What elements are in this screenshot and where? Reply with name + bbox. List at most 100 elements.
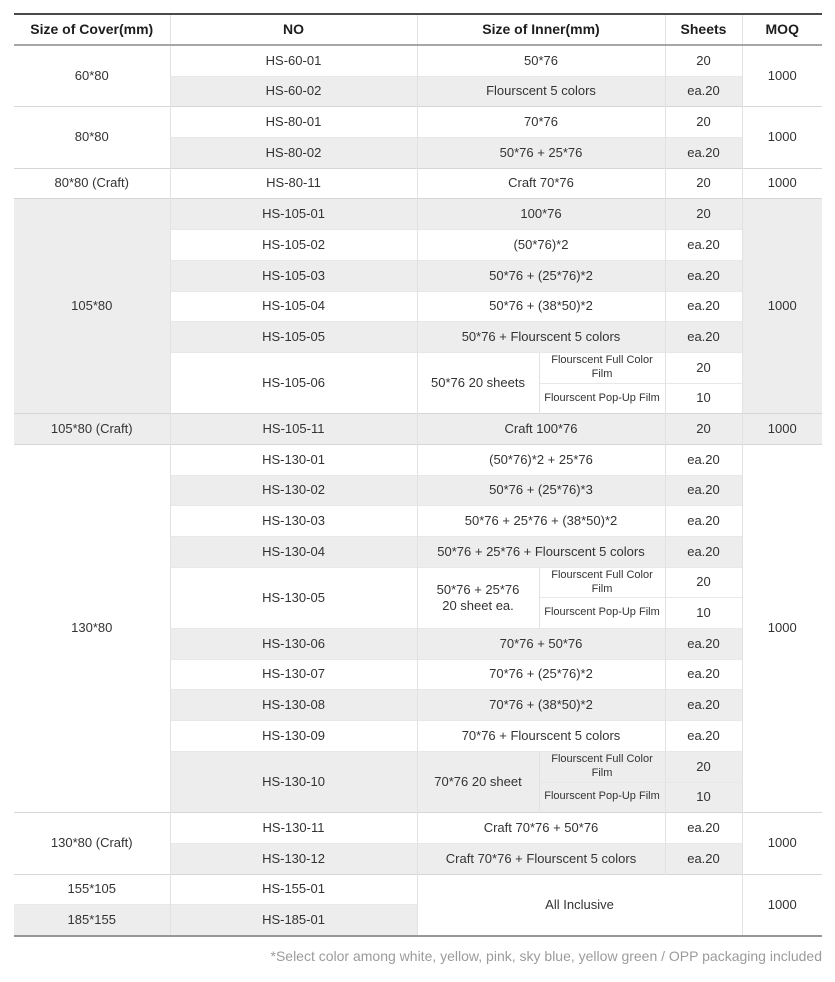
sheets-cell: 20 (664, 167, 742, 199)
no-cell: HS-60-02 (169, 75, 417, 107)
sheets-cell: ea.20 (664, 658, 742, 690)
sheets-cell: ea.20 (664, 720, 742, 752)
moq-cell: 1000 (741, 167, 822, 199)
film-type-cell: Flourscent Pop-Up Film (538, 781, 665, 813)
cover-cell: 130*80 (14, 443, 170, 813)
film-type-cell: Flourscent Full Color Film (538, 566, 665, 598)
cover-cell: 185*155 (14, 904, 170, 936)
no-cell: HS-105-11 (169, 413, 417, 445)
no-cell: HS-80-01 (169, 106, 417, 138)
table-row: HS-130-10 70*76 20 sheet Flourscent Full… (14, 750, 822, 813)
section-80x80: 80*80 HS-80-01 70*76 20 1000 HS-80-02 50… (14, 106, 822, 169)
no-cell: HS-80-11 (169, 167, 417, 199)
no-cell: HS-130-05 (169, 566, 417, 629)
inner-cell: 50*76 + Flourscent 5 colors (416, 321, 665, 353)
header-inner: Size of Inner(mm) (416, 14, 665, 46)
moq-cell: 1000 (741, 413, 822, 445)
sheets-cell: ea.20 (664, 443, 742, 476)
table-row: HS-130-12 Craft 70*76 + Flourscent 5 col… (14, 842, 822, 875)
inner-cell: 70*76 + 50*76 (416, 628, 665, 660)
no-cell: HS-130-04 (169, 536, 417, 568)
section-130x80: 130*80 HS-130-01 (50*76)*2 + 25*76 ea.20… (14, 443, 822, 813)
moq-cell: 1000 (741, 812, 822, 875)
sheets-cell: ea.20 (664, 474, 742, 506)
no-cell: HS-105-05 (169, 321, 417, 353)
inner-cell: 70*76 + (38*50)*2 (416, 689, 665, 721)
cover-cell: 105*80 (Craft) (14, 413, 170, 445)
no-cell: HS-130-08 (169, 689, 417, 721)
sheets-cell: 10 (664, 597, 742, 629)
sheets-cell: 20 (664, 106, 742, 138)
footnote: *Select color among white, yellow, pink,… (270, 948, 823, 964)
inner-cell: Craft 100*76 (416, 413, 665, 445)
moq-cell: 1000 (741, 106, 822, 169)
sheets-cell: 20 (664, 413, 742, 445)
table-row: 80*80 (Craft) HS-80-11 Craft 70*76 20 10… (14, 167, 822, 199)
moq-cell: 1000 (741, 198, 822, 414)
table-row: HS-80-02 50*76 + 25*76 ea.20 (14, 137, 822, 169)
film-type-cell: Flourscent Full Color Film (538, 351, 665, 384)
inner-cell: Craft 70*76 + Flourscent 5 colors (416, 842, 665, 875)
moq-cell: 1000 (741, 44, 822, 107)
sheets-cell: 20 (664, 566, 742, 598)
sheets-cell: ea.20 (664, 812, 742, 844)
section-130x80-craft: 130*80 (Craft) HS-130-11 Craft 70*76 + 5… (14, 812, 822, 875)
inner-cell: 50*76 + 25*76 + Flourscent 5 colors (416, 536, 665, 568)
sheets-cell: 20 (664, 351, 742, 384)
table-row: HS-130-03 50*76 + 25*76 + (38*50)*2 ea.2… (14, 505, 822, 537)
header-sheets: Sheets (664, 14, 742, 46)
inner-cell: 50*76 + (38*50)*2 (416, 290, 665, 322)
moq-cell: 1000 (741, 443, 822, 813)
cover-cell: 130*80 (Craft) (14, 812, 170, 875)
inner-cell: 70*76 (416, 106, 665, 138)
sheets-cell: ea.20 (664, 628, 742, 660)
table-row: HS-105-05 50*76 + Flourscent 5 colors ea… (14, 321, 822, 353)
table-row: HS-105-02 (50*76)*2 ea.20 (14, 229, 822, 261)
inner-cell: 50*76 + (25*76)*3 (416, 474, 665, 506)
table-row: HS-130-07 70*76 + (25*76)*2 ea.20 (14, 658, 822, 690)
inner-cell: 50*76 + 25*76 + (38*50)*2 (416, 505, 665, 537)
no-cell: HS-130-10 (169, 750, 417, 813)
table-row: HS-130-02 50*76 + (25*76)*3 ea.20 (14, 474, 822, 506)
no-cell: HS-185-01 (169, 904, 417, 936)
no-cell: HS-130-02 (169, 474, 417, 506)
inner-cell: 50*76 (416, 44, 665, 77)
table-row: HS-130-04 50*76 + 25*76 + Flourscent 5 c… (14, 536, 822, 568)
inner-cell: Craft 70*76 (416, 167, 665, 199)
inner-cell: 70*76 20 sheet (416, 750, 539, 813)
cover-cell: 105*80 (14, 198, 170, 414)
sheets-cell: 20 (664, 198, 742, 230)
cover-cell: 155*105 (14, 873, 170, 905)
sheets-cell: 10 (664, 382, 742, 414)
all-inclusive-cell: All Inclusive (416, 873, 742, 936)
film-type-cell: Flourscent Full Color Film (538, 750, 665, 782)
sheets-cell: ea.20 (664, 259, 742, 291)
no-cell: HS-130-07 (169, 658, 417, 690)
sheets-cell: ea.20 (664, 137, 742, 169)
sheets-cell: 20 (664, 44, 742, 77)
no-cell: HS-105-06 (169, 351, 417, 414)
sheets-cell: ea.20 (664, 290, 742, 322)
section-60x80: 60*80 HS-60-01 50*76 20 1000 HS-60-02 Fl… (14, 44, 822, 107)
header-moq: MOQ (741, 14, 822, 46)
sheets-cell: ea.20 (664, 321, 742, 353)
inner-cell: (50*76)*2 (416, 229, 665, 261)
section-80x80-craft: 80*80 (Craft) HS-80-11 Craft 70*76 20 10… (14, 167, 822, 199)
sheets-cell: ea.20 (664, 75, 742, 107)
section-all-inclusive: 155*105 HS-155-01 All Inclusive 1000 185… (14, 873, 822, 936)
header-row: Size of Cover(mm) NO Size of Inner(mm) S… (14, 14, 822, 46)
sheets-cell: ea.20 (664, 229, 742, 261)
no-cell: HS-105-02 (169, 229, 417, 261)
film-type-cell: Flourscent Pop-Up Film (538, 382, 665, 414)
table-header: Size of Cover(mm) NO Size of Inner(mm) S… (14, 14, 822, 46)
inner-cell: 70*76 + (25*76)*2 (416, 658, 665, 690)
inner-cell: 100*76 (416, 198, 665, 230)
sheets-cell: ea.20 (664, 536, 742, 568)
product-spec-table: Size of Cover(mm) NO Size of Inner(mm) S… (14, 13, 822, 937)
cover-cell: 80*80 (Craft) (14, 167, 170, 199)
no-cell: HS-130-03 (169, 505, 417, 537)
header-no: NO (169, 14, 417, 46)
sheets-cell: ea.20 (664, 842, 742, 875)
sheets-cell: ea.20 (664, 689, 742, 721)
